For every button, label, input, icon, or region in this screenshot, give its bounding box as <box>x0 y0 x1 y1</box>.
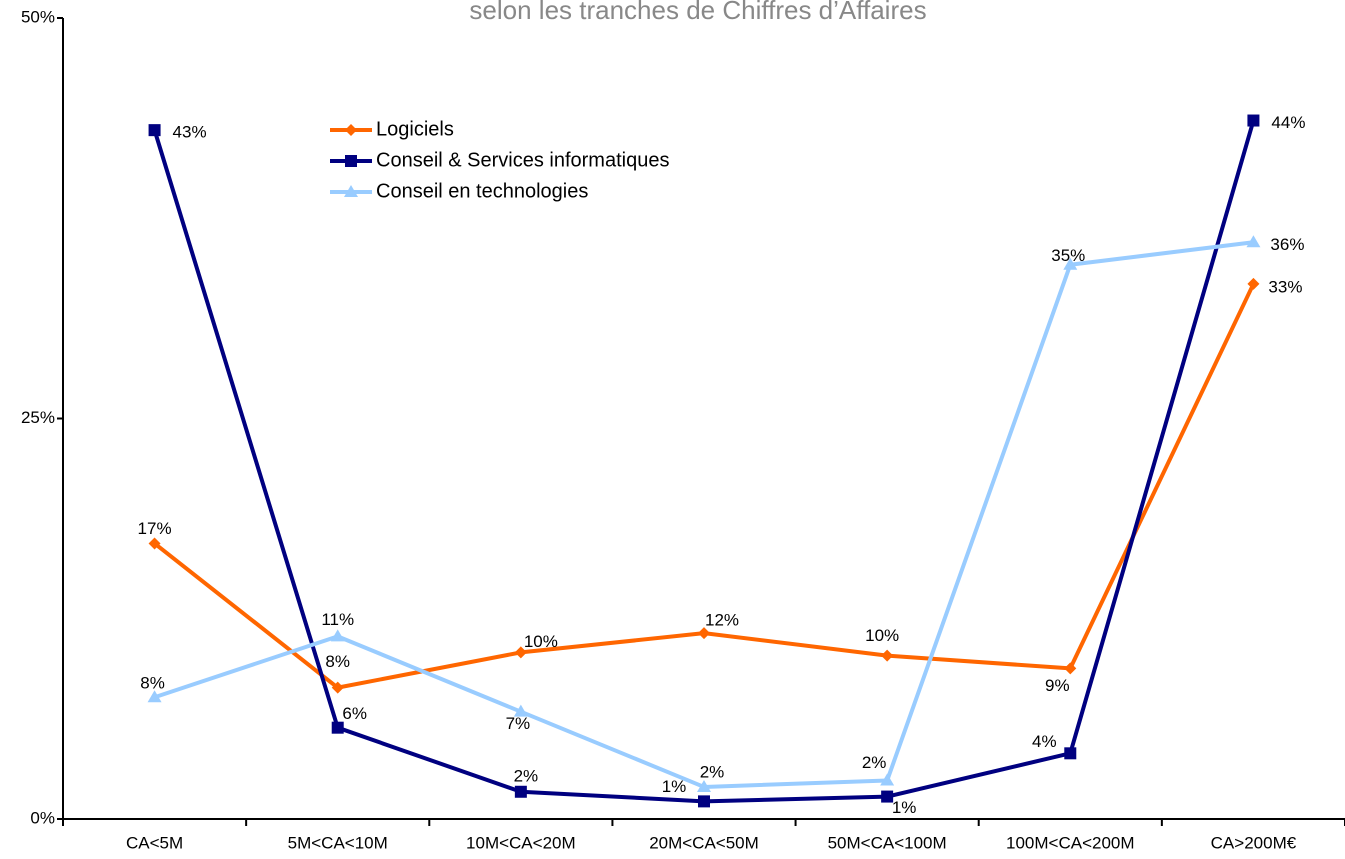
marker <box>345 124 357 136</box>
marker <box>1246 235 1261 248</box>
marker <box>698 627 710 640</box>
data-label: 6% <box>342 704 367 723</box>
data-label: 1% <box>662 777 687 796</box>
data-label: 44% <box>1271 113 1305 132</box>
data-label: 10% <box>865 626 899 645</box>
data-label: 17% <box>138 519 172 538</box>
marker <box>514 646 527 659</box>
marker <box>880 773 895 786</box>
data-label: 35% <box>1051 246 1085 265</box>
x-tick-label: 100M<CA<200M <box>1006 833 1135 852</box>
legend-label: Conseil en technologies <box>376 180 588 202</box>
data-label: 2% <box>700 762 725 781</box>
x-tick-label: 20M<CA<50M <box>649 833 759 852</box>
marker <box>345 155 357 167</box>
data-label: 12% <box>705 611 739 630</box>
marker <box>331 681 344 694</box>
marker <box>331 721 344 734</box>
data-label: 4% <box>1032 732 1057 751</box>
data-label: 8% <box>325 652 350 671</box>
data-label: 7% <box>506 714 531 733</box>
x-tick-label: CA<5M <box>126 833 183 852</box>
data-label: 8% <box>140 674 165 693</box>
marker <box>514 785 527 798</box>
marker <box>148 537 161 550</box>
data-label: 33% <box>1268 277 1302 296</box>
marker <box>147 690 162 703</box>
data-label: 2% <box>862 753 887 772</box>
marker <box>881 790 894 803</box>
data-label: 43% <box>173 123 207 142</box>
data-label: 1% <box>892 798 917 817</box>
legend-label: Conseil & Services informatiques <box>376 149 669 171</box>
data-label: 36% <box>1270 235 1304 254</box>
marker <box>1063 257 1078 270</box>
marker <box>148 124 161 137</box>
data-label: 2% <box>514 766 539 785</box>
y-tick-label: 25% <box>21 408 55 427</box>
x-tick-label: 10M<CA<20M <box>466 833 576 852</box>
y-tick-label: 0% <box>30 808 55 827</box>
series-line <box>153 240 1254 789</box>
x-tick-label: 50M<CA<100M <box>828 833 947 852</box>
marker <box>513 704 528 717</box>
chart-title: selon les tranches de Chiffres d’Affaire… <box>469 0 926 25</box>
marker <box>698 795 710 808</box>
marker <box>1064 662 1077 675</box>
marker <box>881 649 894 662</box>
marker <box>697 779 711 792</box>
marker <box>330 629 345 642</box>
series-line <box>152 119 1256 804</box>
y-tick-label: 50% <box>21 7 55 26</box>
x-tick-label: CA>200M€ <box>1211 833 1297 852</box>
marker <box>1247 114 1260 127</box>
data-label: 9% <box>1045 676 1070 695</box>
legend-label: Logiciels <box>376 118 454 140</box>
marker <box>1064 747 1077 760</box>
data-label: 11% <box>321 610 354 629</box>
data-label: 10% <box>524 632 558 651</box>
marker <box>1247 277 1260 290</box>
x-tick-label: 5M<CA<10M <box>288 833 388 852</box>
marker <box>344 185 358 197</box>
